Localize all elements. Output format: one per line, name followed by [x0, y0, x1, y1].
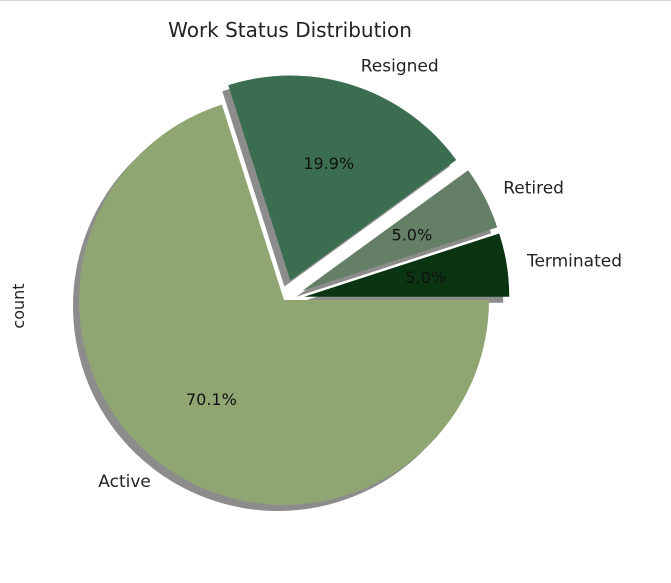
- top-divider: [0, 0, 671, 1]
- slice-percent-resigned: 19.9%: [303, 154, 354, 173]
- slice-label-terminated: Terminated: [526, 252, 622, 272]
- slice-terminated: [304, 233, 510, 297]
- slice-retired: [302, 170, 498, 291]
- slice-resigned: [228, 75, 457, 281]
- pie-slices: [79, 75, 510, 506]
- pie-labels: Active 70.1% Resigned 19.9% Retired 5.0% Termi…: [98, 56, 622, 492]
- slice-label-resigned: Resigned: [361, 56, 439, 76]
- y-axis-label: count: [9, 283, 28, 328]
- slice-label-active: Active: [98, 472, 151, 492]
- chart-title: Work Status Distribution: [168, 18, 412, 42]
- slice-percent-terminated: 5.0%: [405, 268, 446, 287]
- slice-percent-active: 70.1%: [186, 390, 237, 409]
- slice-active: [79, 104, 489, 506]
- slice-percent-retired: 5.0%: [392, 225, 433, 244]
- slice-label-retired: Retired: [503, 178, 564, 198]
